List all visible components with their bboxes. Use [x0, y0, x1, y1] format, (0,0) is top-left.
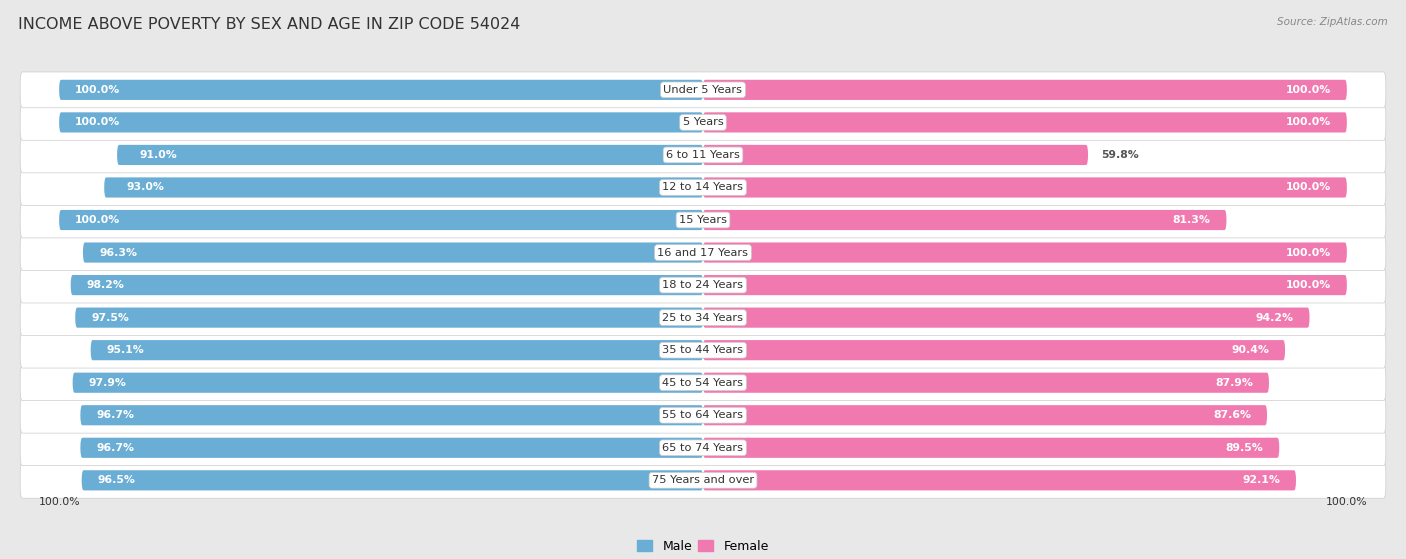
Text: 35 to 44 Years: 35 to 44 Years — [662, 345, 744, 355]
Text: 96.5%: 96.5% — [98, 475, 135, 485]
Text: 100.0%: 100.0% — [38, 498, 80, 508]
FancyBboxPatch shape — [20, 365, 1386, 401]
Text: 89.5%: 89.5% — [1226, 443, 1263, 453]
FancyBboxPatch shape — [703, 307, 1309, 328]
Text: 100.0%: 100.0% — [1285, 182, 1330, 192]
FancyBboxPatch shape — [20, 397, 1386, 433]
Text: 12 to 14 Years: 12 to 14 Years — [662, 182, 744, 192]
Text: 100.0%: 100.0% — [76, 117, 121, 127]
FancyBboxPatch shape — [703, 340, 1285, 360]
FancyBboxPatch shape — [59, 80, 703, 100]
FancyBboxPatch shape — [20, 430, 1386, 466]
Text: 100.0%: 100.0% — [1326, 498, 1368, 508]
FancyBboxPatch shape — [703, 373, 1270, 393]
FancyBboxPatch shape — [703, 275, 1347, 295]
FancyBboxPatch shape — [703, 210, 1226, 230]
FancyBboxPatch shape — [80, 405, 703, 425]
Text: 100.0%: 100.0% — [1285, 280, 1330, 290]
Text: 90.4%: 90.4% — [1232, 345, 1270, 355]
Text: 96.3%: 96.3% — [98, 248, 136, 258]
FancyBboxPatch shape — [703, 438, 1279, 458]
Text: 5 Years: 5 Years — [683, 117, 723, 127]
Text: 96.7%: 96.7% — [97, 410, 135, 420]
Text: 96.7%: 96.7% — [97, 443, 135, 453]
Text: 55 to 64 Years: 55 to 64 Years — [662, 410, 744, 420]
Text: 81.3%: 81.3% — [1173, 215, 1211, 225]
Text: 97.9%: 97.9% — [89, 378, 127, 388]
FancyBboxPatch shape — [80, 438, 703, 458]
Text: 75 Years and over: 75 Years and over — [652, 475, 754, 485]
FancyBboxPatch shape — [703, 145, 1088, 165]
Text: 100.0%: 100.0% — [1285, 85, 1330, 95]
FancyBboxPatch shape — [703, 243, 1347, 263]
FancyBboxPatch shape — [20, 137, 1386, 173]
Text: 6 to 11 Years: 6 to 11 Years — [666, 150, 740, 160]
FancyBboxPatch shape — [20, 235, 1386, 271]
FancyBboxPatch shape — [73, 373, 703, 393]
FancyBboxPatch shape — [83, 243, 703, 263]
FancyBboxPatch shape — [59, 112, 703, 132]
FancyBboxPatch shape — [20, 169, 1386, 205]
FancyBboxPatch shape — [20, 267, 1386, 303]
FancyBboxPatch shape — [20, 462, 1386, 498]
FancyBboxPatch shape — [703, 177, 1347, 197]
Text: 18 to 24 Years: 18 to 24 Years — [662, 280, 744, 290]
FancyBboxPatch shape — [104, 177, 703, 197]
Text: 95.1%: 95.1% — [107, 345, 145, 355]
FancyBboxPatch shape — [117, 145, 703, 165]
Text: 45 to 54 Years: 45 to 54 Years — [662, 378, 744, 388]
Text: Source: ZipAtlas.com: Source: ZipAtlas.com — [1277, 17, 1388, 27]
Text: 15 Years: 15 Years — [679, 215, 727, 225]
FancyBboxPatch shape — [82, 470, 703, 490]
FancyBboxPatch shape — [90, 340, 703, 360]
Text: 87.6%: 87.6% — [1213, 410, 1251, 420]
Text: 100.0%: 100.0% — [76, 85, 121, 95]
Text: 94.2%: 94.2% — [1256, 312, 1294, 323]
Text: 25 to 34 Years: 25 to 34 Years — [662, 312, 744, 323]
FancyBboxPatch shape — [20, 300, 1386, 335]
Legend: Male, Female: Male, Female — [633, 535, 773, 558]
FancyBboxPatch shape — [703, 112, 1347, 132]
FancyBboxPatch shape — [59, 210, 703, 230]
FancyBboxPatch shape — [20, 105, 1386, 140]
FancyBboxPatch shape — [20, 202, 1386, 238]
Text: Under 5 Years: Under 5 Years — [664, 85, 742, 95]
Text: INCOME ABOVE POVERTY BY SEX AND AGE IN ZIP CODE 54024: INCOME ABOVE POVERTY BY SEX AND AGE IN Z… — [18, 17, 520, 32]
Text: 93.0%: 93.0% — [127, 182, 165, 192]
FancyBboxPatch shape — [703, 80, 1347, 100]
Text: 92.1%: 92.1% — [1241, 475, 1279, 485]
Text: 91.0%: 91.0% — [139, 150, 177, 160]
FancyBboxPatch shape — [76, 307, 703, 328]
FancyBboxPatch shape — [70, 275, 703, 295]
Text: 65 to 74 Years: 65 to 74 Years — [662, 443, 744, 453]
FancyBboxPatch shape — [20, 332, 1386, 368]
Text: 16 and 17 Years: 16 and 17 Years — [658, 248, 748, 258]
Text: 100.0%: 100.0% — [1285, 248, 1330, 258]
FancyBboxPatch shape — [703, 470, 1296, 490]
FancyBboxPatch shape — [20, 72, 1386, 108]
Text: 59.8%: 59.8% — [1101, 150, 1139, 160]
Text: 100.0%: 100.0% — [76, 215, 121, 225]
FancyBboxPatch shape — [703, 405, 1267, 425]
Text: 97.5%: 97.5% — [91, 312, 129, 323]
Text: 98.2%: 98.2% — [87, 280, 125, 290]
Text: 87.9%: 87.9% — [1215, 378, 1253, 388]
Text: 100.0%: 100.0% — [1285, 117, 1330, 127]
